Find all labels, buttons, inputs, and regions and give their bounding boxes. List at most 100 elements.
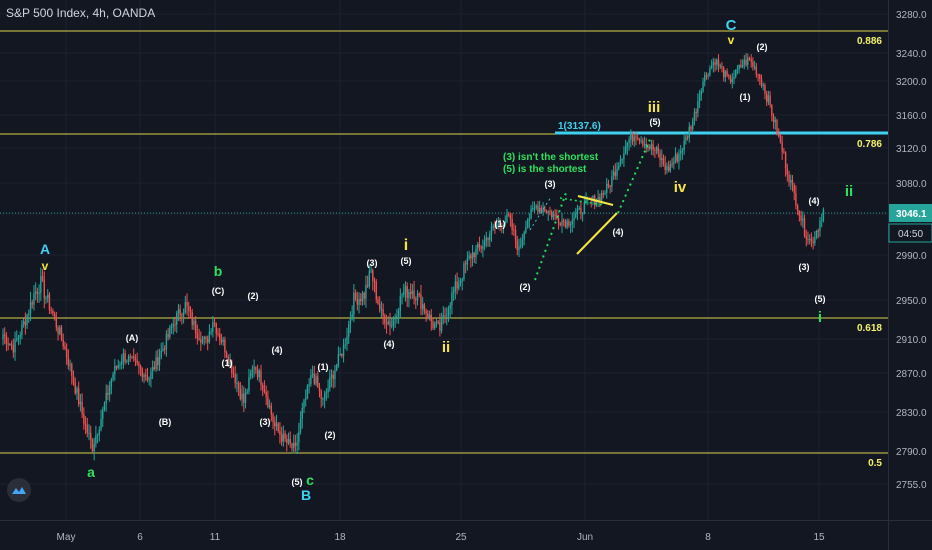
candle-body xyxy=(748,57,751,60)
wave-label: (3) xyxy=(367,258,378,268)
candle-body xyxy=(268,405,271,408)
candle-body xyxy=(783,151,785,153)
candle-body xyxy=(162,348,164,351)
y-tick-label: 3280.0 xyxy=(896,10,927,21)
last-price-value: 3046.1 xyxy=(896,209,927,220)
candle-body xyxy=(127,356,130,362)
candle-body xyxy=(337,354,340,365)
candle-body xyxy=(320,390,322,399)
candle-body xyxy=(19,334,21,338)
candle-body xyxy=(306,385,309,399)
candle-body xyxy=(561,220,563,226)
candle-body xyxy=(499,223,501,225)
candle-body xyxy=(477,244,479,249)
candle-body xyxy=(528,218,531,222)
candle-body xyxy=(597,197,599,202)
tradingview-logo-icon[interactable] xyxy=(7,478,31,502)
candle-body xyxy=(654,149,656,151)
candle-body xyxy=(501,224,503,227)
candle-body xyxy=(526,221,529,228)
candle-body xyxy=(145,374,147,377)
candle-body xyxy=(52,310,54,314)
candle-body xyxy=(767,95,770,102)
candle-body xyxy=(313,373,316,384)
wave-label: a xyxy=(87,464,95,480)
candle-body xyxy=(544,209,546,212)
candle-body xyxy=(765,93,768,102)
candle-body xyxy=(757,74,759,76)
candle-body xyxy=(67,357,70,366)
candle-body xyxy=(427,313,429,319)
candle-body xyxy=(547,211,549,213)
candle-body xyxy=(158,357,161,365)
y-tick-label: 3160.0 xyxy=(896,111,927,122)
candle-body xyxy=(731,79,733,83)
candle-body xyxy=(65,348,68,358)
candle-body xyxy=(475,248,477,258)
candle-body xyxy=(609,185,611,187)
candle-body xyxy=(535,205,537,208)
candle-body xyxy=(329,377,331,389)
candle-body xyxy=(753,66,756,68)
candle-body xyxy=(77,388,80,405)
candle-body xyxy=(198,338,200,340)
candle-body xyxy=(372,270,374,282)
target-label: 1(3137.6) xyxy=(558,121,601,132)
candle-body xyxy=(96,434,99,436)
candle-body xyxy=(805,235,807,239)
candle-body xyxy=(170,326,173,328)
candle-body xyxy=(487,237,489,241)
wave-label: iv xyxy=(674,179,687,196)
dotted-wave-3 xyxy=(617,136,652,214)
candle-body xyxy=(122,353,125,362)
candle-body xyxy=(212,322,214,332)
candle-body xyxy=(545,211,548,213)
candle-body xyxy=(377,299,379,304)
wave-label: (5) xyxy=(401,256,412,266)
candle-body xyxy=(282,433,285,442)
candle-body xyxy=(716,59,718,65)
candle-body xyxy=(807,238,809,240)
candle-body xyxy=(396,316,398,318)
candle-body xyxy=(814,237,816,243)
candle-body xyxy=(229,361,231,365)
candle-body xyxy=(525,227,527,233)
candle-body xyxy=(549,211,551,213)
candle-body xyxy=(270,405,273,415)
dotted-wave-1 xyxy=(534,189,568,281)
wave-label: (3) xyxy=(260,417,271,427)
candle-body xyxy=(735,70,737,77)
candle-body xyxy=(169,327,171,338)
candle-body xyxy=(464,263,467,265)
candle-body xyxy=(738,65,740,70)
candle-body xyxy=(22,321,25,325)
candle-body xyxy=(812,241,814,243)
candle-body xyxy=(79,401,82,405)
candle-body xyxy=(12,345,15,353)
candle-body xyxy=(237,383,240,389)
wave-label: v xyxy=(42,259,49,273)
x-tick-label: 8 xyxy=(705,532,711,543)
candle-body xyxy=(702,81,704,92)
candle-body xyxy=(323,393,326,399)
fib-label: 0.5 xyxy=(868,458,882,469)
candle-body xyxy=(507,214,510,216)
y-tick-label: 2870.0 xyxy=(896,369,927,380)
candle-body xyxy=(401,295,403,297)
candle-body xyxy=(310,375,312,385)
candle-body xyxy=(743,59,746,65)
candle-body xyxy=(750,59,752,62)
candle-body xyxy=(98,429,101,435)
candle-body xyxy=(468,255,470,258)
candle-body xyxy=(201,338,204,343)
candle-body xyxy=(236,383,238,385)
candle-body xyxy=(107,392,109,395)
y-tick-label: 2910.0 xyxy=(896,335,927,346)
candle-body xyxy=(301,408,303,419)
candle-body xyxy=(108,386,111,395)
candle-body xyxy=(532,208,534,210)
candle-body xyxy=(485,237,488,241)
candle-body xyxy=(332,374,334,380)
